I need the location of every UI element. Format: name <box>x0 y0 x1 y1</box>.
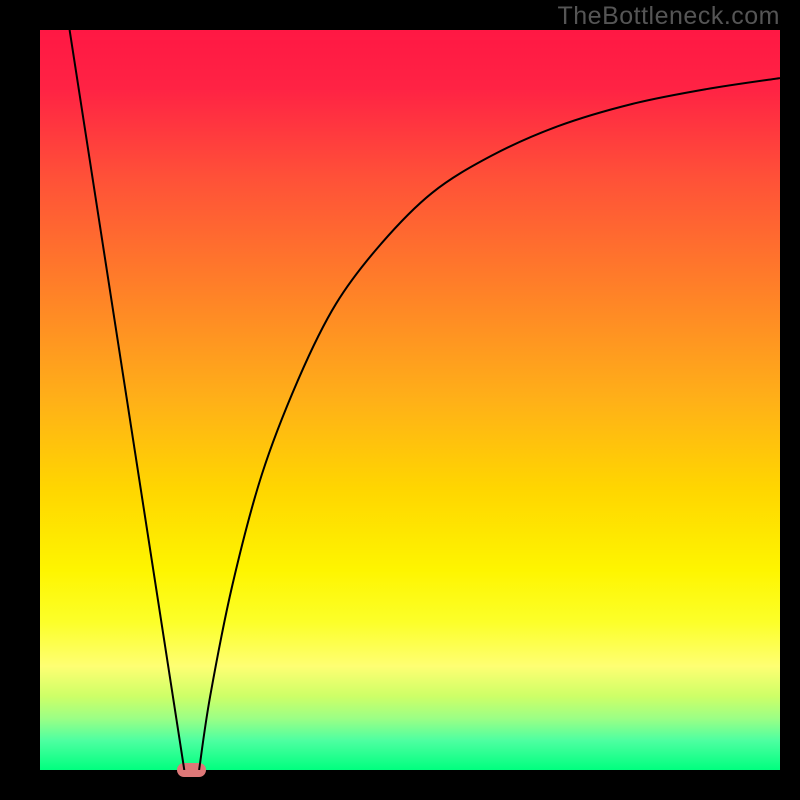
gradient-background <box>40 30 780 770</box>
minimum-marker <box>177 763 207 776</box>
plot-area <box>40 30 780 770</box>
chart-root: TheBottleneck.com <box>0 0 800 800</box>
watermark-text: TheBottleneck.com <box>558 2 781 31</box>
